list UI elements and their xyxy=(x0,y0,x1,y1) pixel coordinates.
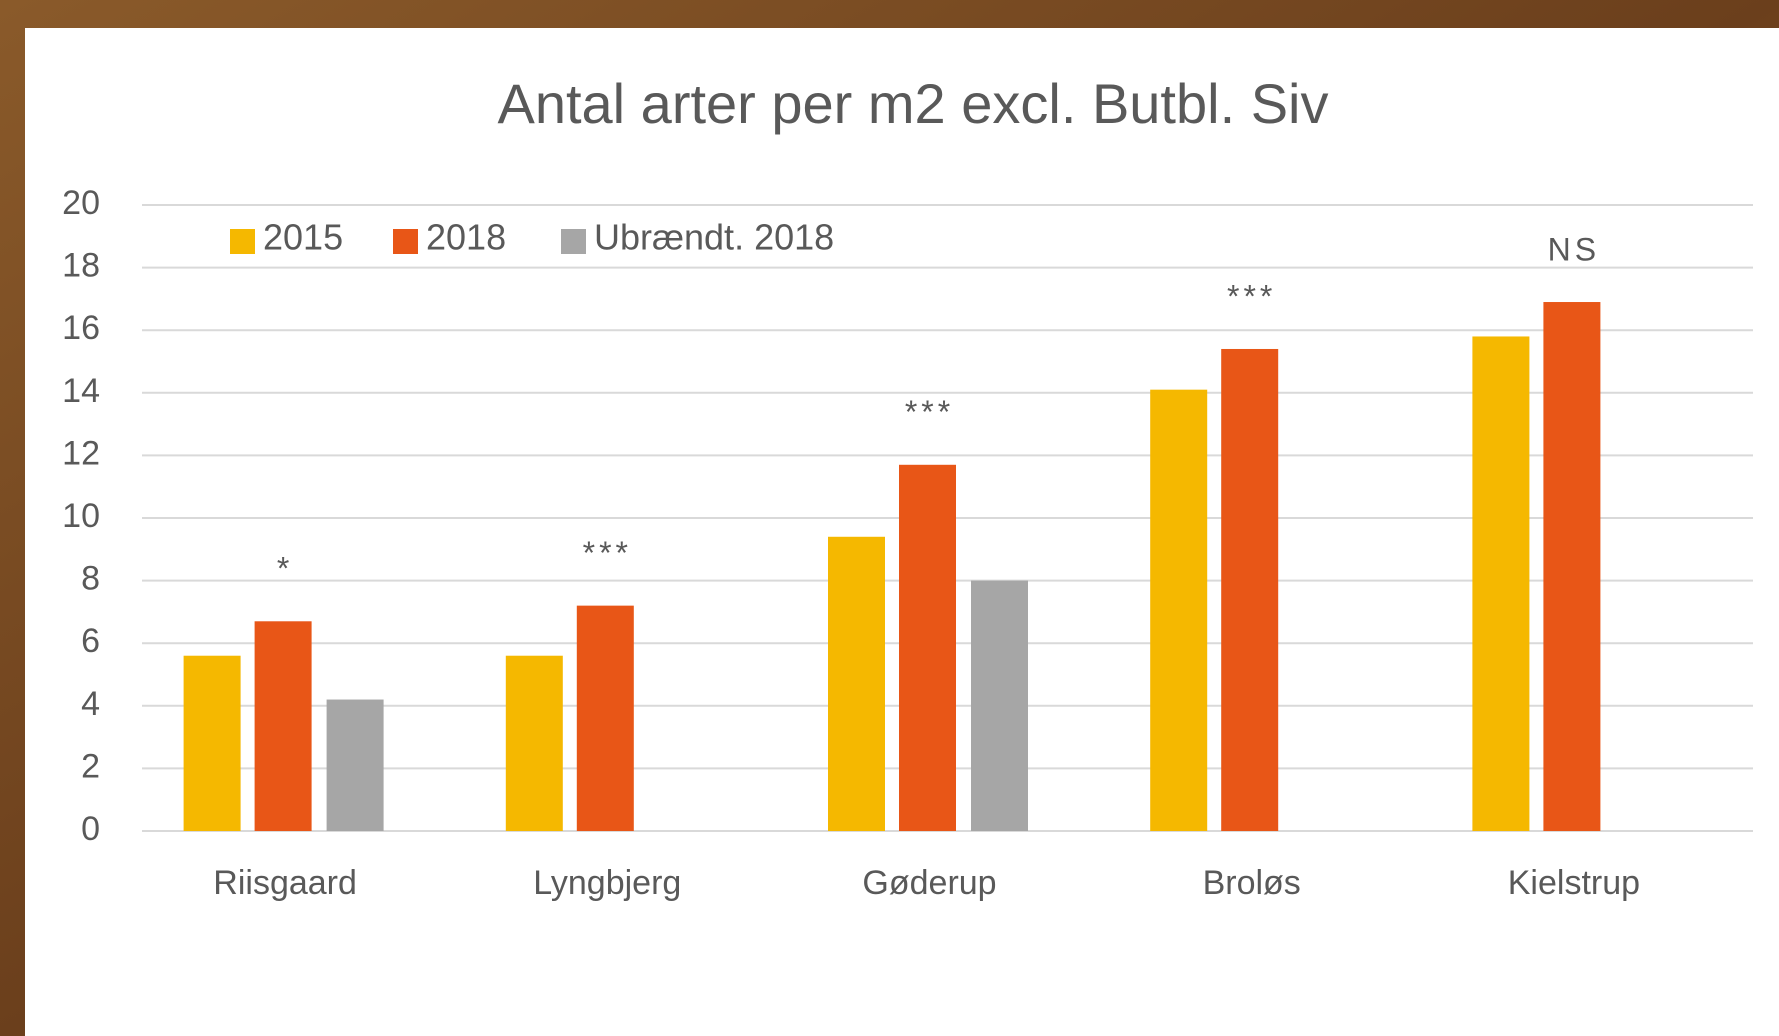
annotation: *** xyxy=(1227,278,1276,314)
bar xyxy=(184,656,241,831)
chart: Antal arter per m2 excl. Butbl. Siv 0 2 4 6… xyxy=(0,0,1779,1036)
x-tick-label: Broløs xyxy=(1203,864,1301,902)
x-tick-label: Gøderup xyxy=(862,864,996,902)
bar xyxy=(1150,390,1207,831)
y-tick-label: 8 xyxy=(81,560,100,598)
x-tick-label: Lyngbjerg xyxy=(533,864,681,902)
legend-label: Ubrændt. 2018 xyxy=(594,217,834,258)
bar xyxy=(1543,302,1600,831)
x-tick-label: Riisgaard xyxy=(213,864,357,902)
x-tick-label: Kielstrup xyxy=(1508,864,1640,902)
bar xyxy=(1221,349,1278,831)
y-tick-label: 14 xyxy=(62,372,100,410)
y-tick-label: 0 xyxy=(81,810,100,848)
annotation: *** xyxy=(905,394,954,430)
legend-swatch xyxy=(393,229,418,254)
bar xyxy=(899,465,956,831)
y-tick-label: 6 xyxy=(81,622,100,660)
y-tick-label: 10 xyxy=(62,497,100,535)
bar xyxy=(828,537,885,831)
legend-label: 2015 xyxy=(263,217,343,258)
bar xyxy=(327,700,384,831)
bar xyxy=(506,656,563,831)
annotation: NS xyxy=(1548,231,1600,267)
legend-swatch xyxy=(561,229,586,254)
y-tick-label: 4 xyxy=(81,685,100,723)
legend-label: 2018 xyxy=(426,217,506,258)
y-tick-label: 16 xyxy=(62,309,100,347)
y-tick-label: 20 xyxy=(62,184,100,222)
page: {"chart_data": {"type": "bar", "title": … xyxy=(0,0,1779,1036)
y-tick-label: 18 xyxy=(62,247,100,285)
bar xyxy=(1472,336,1529,831)
legend-swatch xyxy=(230,229,255,254)
bar xyxy=(255,621,312,831)
bar xyxy=(971,581,1028,831)
annotation: *** xyxy=(583,535,632,571)
annotation: * xyxy=(277,551,293,587)
y-tick-label: 12 xyxy=(62,434,100,472)
chart-title: Antal arter per m2 excl. Butbl. Siv xyxy=(497,72,1328,135)
y-tick-label: 2 xyxy=(81,747,100,785)
bar xyxy=(577,606,634,831)
